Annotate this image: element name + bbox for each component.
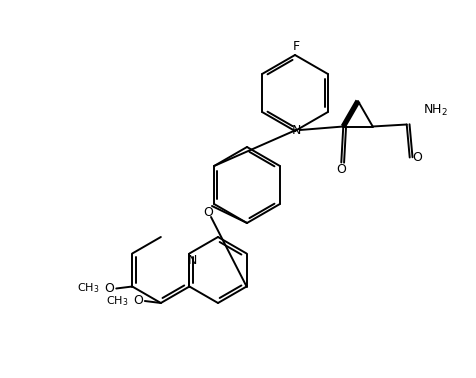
Text: O: O <box>133 294 142 307</box>
Text: O: O <box>104 282 114 295</box>
Text: N: N <box>188 254 197 267</box>
Text: CH$_3$: CH$_3$ <box>77 282 99 295</box>
Text: NH$_2$: NH$_2$ <box>422 103 447 118</box>
Text: O: O <box>203 206 212 220</box>
Text: F: F <box>292 39 299 53</box>
Text: O: O <box>336 163 346 176</box>
Text: O: O <box>411 151 421 164</box>
Text: CH$_3$: CH$_3$ <box>105 294 128 308</box>
Text: N: N <box>291 124 300 136</box>
